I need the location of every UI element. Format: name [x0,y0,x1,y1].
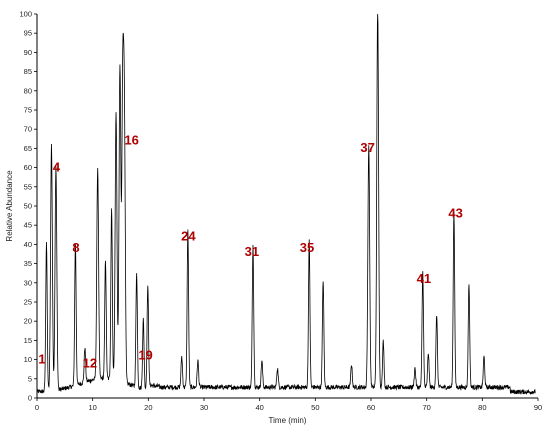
y-tick-label: 15 [24,336,32,345]
x-tick-label: 40 [255,403,263,412]
x-tick-label: 10 [88,403,96,412]
y-tick-label: 10 [24,355,32,364]
x-tick-label: 60 [367,403,375,412]
y-tick-label: 20 [24,317,32,326]
x-tick-label: 30 [200,403,208,412]
y-tick-label: 30 [24,278,32,287]
x-tick-label: 0 [35,403,39,412]
y-tick-label: 70 [24,125,32,134]
peak-label: 41 [417,271,431,286]
peak-label: 1 [38,351,45,366]
y-tick-label: 35 [24,259,32,268]
peak-label: 35 [300,240,314,255]
y-tick-label: 80 [24,86,32,95]
y-tick-label: 90 [24,48,32,57]
x-tick-label: 50 [311,403,319,412]
y-tick-label: 40 [24,240,32,249]
peak-label: 31 [245,244,259,259]
y-tick-label: 5 [28,374,32,383]
x-tick-label: 70 [422,403,430,412]
y-tick-label: 50 [24,202,32,211]
y-tick-label: 75 [24,106,32,115]
y-tick-label: 55 [24,182,32,191]
y-tick-label: 45 [24,221,32,230]
peak-label: 8 [72,240,79,255]
x-axis-title: Time (min) [269,416,307,425]
y-axis-title: Relative Abundance [5,170,14,242]
peak-label: 24 [181,229,196,244]
y-tick-label: 95 [24,29,32,38]
x-tick-label: 90 [534,403,542,412]
chromatogram-trace [36,13,536,395]
y-tick-label: 0 [28,394,32,403]
peak-label: 16 [124,133,138,148]
peak-label: 12 [83,355,97,370]
y-tick-label: 65 [24,144,32,153]
y-tick-label: 25 [24,298,32,307]
peak-label: 43 [448,206,462,221]
peak-label: 37 [360,140,374,155]
peak-label: 19 [138,348,152,363]
y-tick-label: 60 [24,163,32,172]
x-tick-label: 20 [144,403,152,412]
x-tick-label: 80 [478,403,486,412]
peak-label: 4 [53,159,61,174]
y-tick-label: 85 [24,67,32,76]
y-tick-label: 100 [19,10,32,19]
